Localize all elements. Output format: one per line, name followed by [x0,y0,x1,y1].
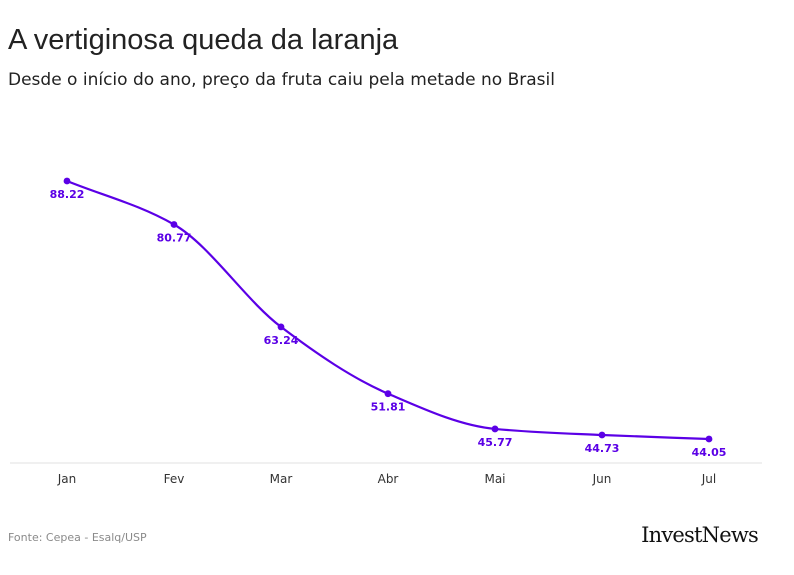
data-label-jan: 88.22 [50,188,85,201]
data-label-fev: 80.77 [157,232,192,245]
chart-title: A vertiginosa queda da laranja [8,24,399,56]
data-point-fev [170,221,178,228]
data-point-jul [705,435,713,443]
chart-subtitle: Desde o início do ano, preço da fruta ca… [8,70,555,90]
data-label-mai: 45.77 [478,436,513,449]
data-label-mar: 63.24 [264,334,299,347]
x-tick-jan: Jan [57,472,77,486]
x-tick-fev: Fev [164,472,185,486]
x-tick-mai: Mai [484,472,505,486]
source-note: Fonte: Cepea - Esalq/USP [8,531,147,544]
x-tick-abr: Abr [378,472,399,486]
brand-logo: InvestNews [641,523,759,547]
data-point-jun [598,431,606,439]
data-point-jan [63,177,71,185]
data-point-abr [384,390,392,398]
x-tick-jun: Jun [592,472,612,486]
data-label-jun: 44.73 [585,442,620,455]
data-label-abr: 51.81 [371,401,406,414]
data-point-mar [277,323,285,331]
data-point-mai [491,425,499,433]
x-tick-jul: Jul [701,472,716,486]
data-label-jul: 44.05 [692,446,727,459]
x-tick-mar: Mar [270,472,293,486]
